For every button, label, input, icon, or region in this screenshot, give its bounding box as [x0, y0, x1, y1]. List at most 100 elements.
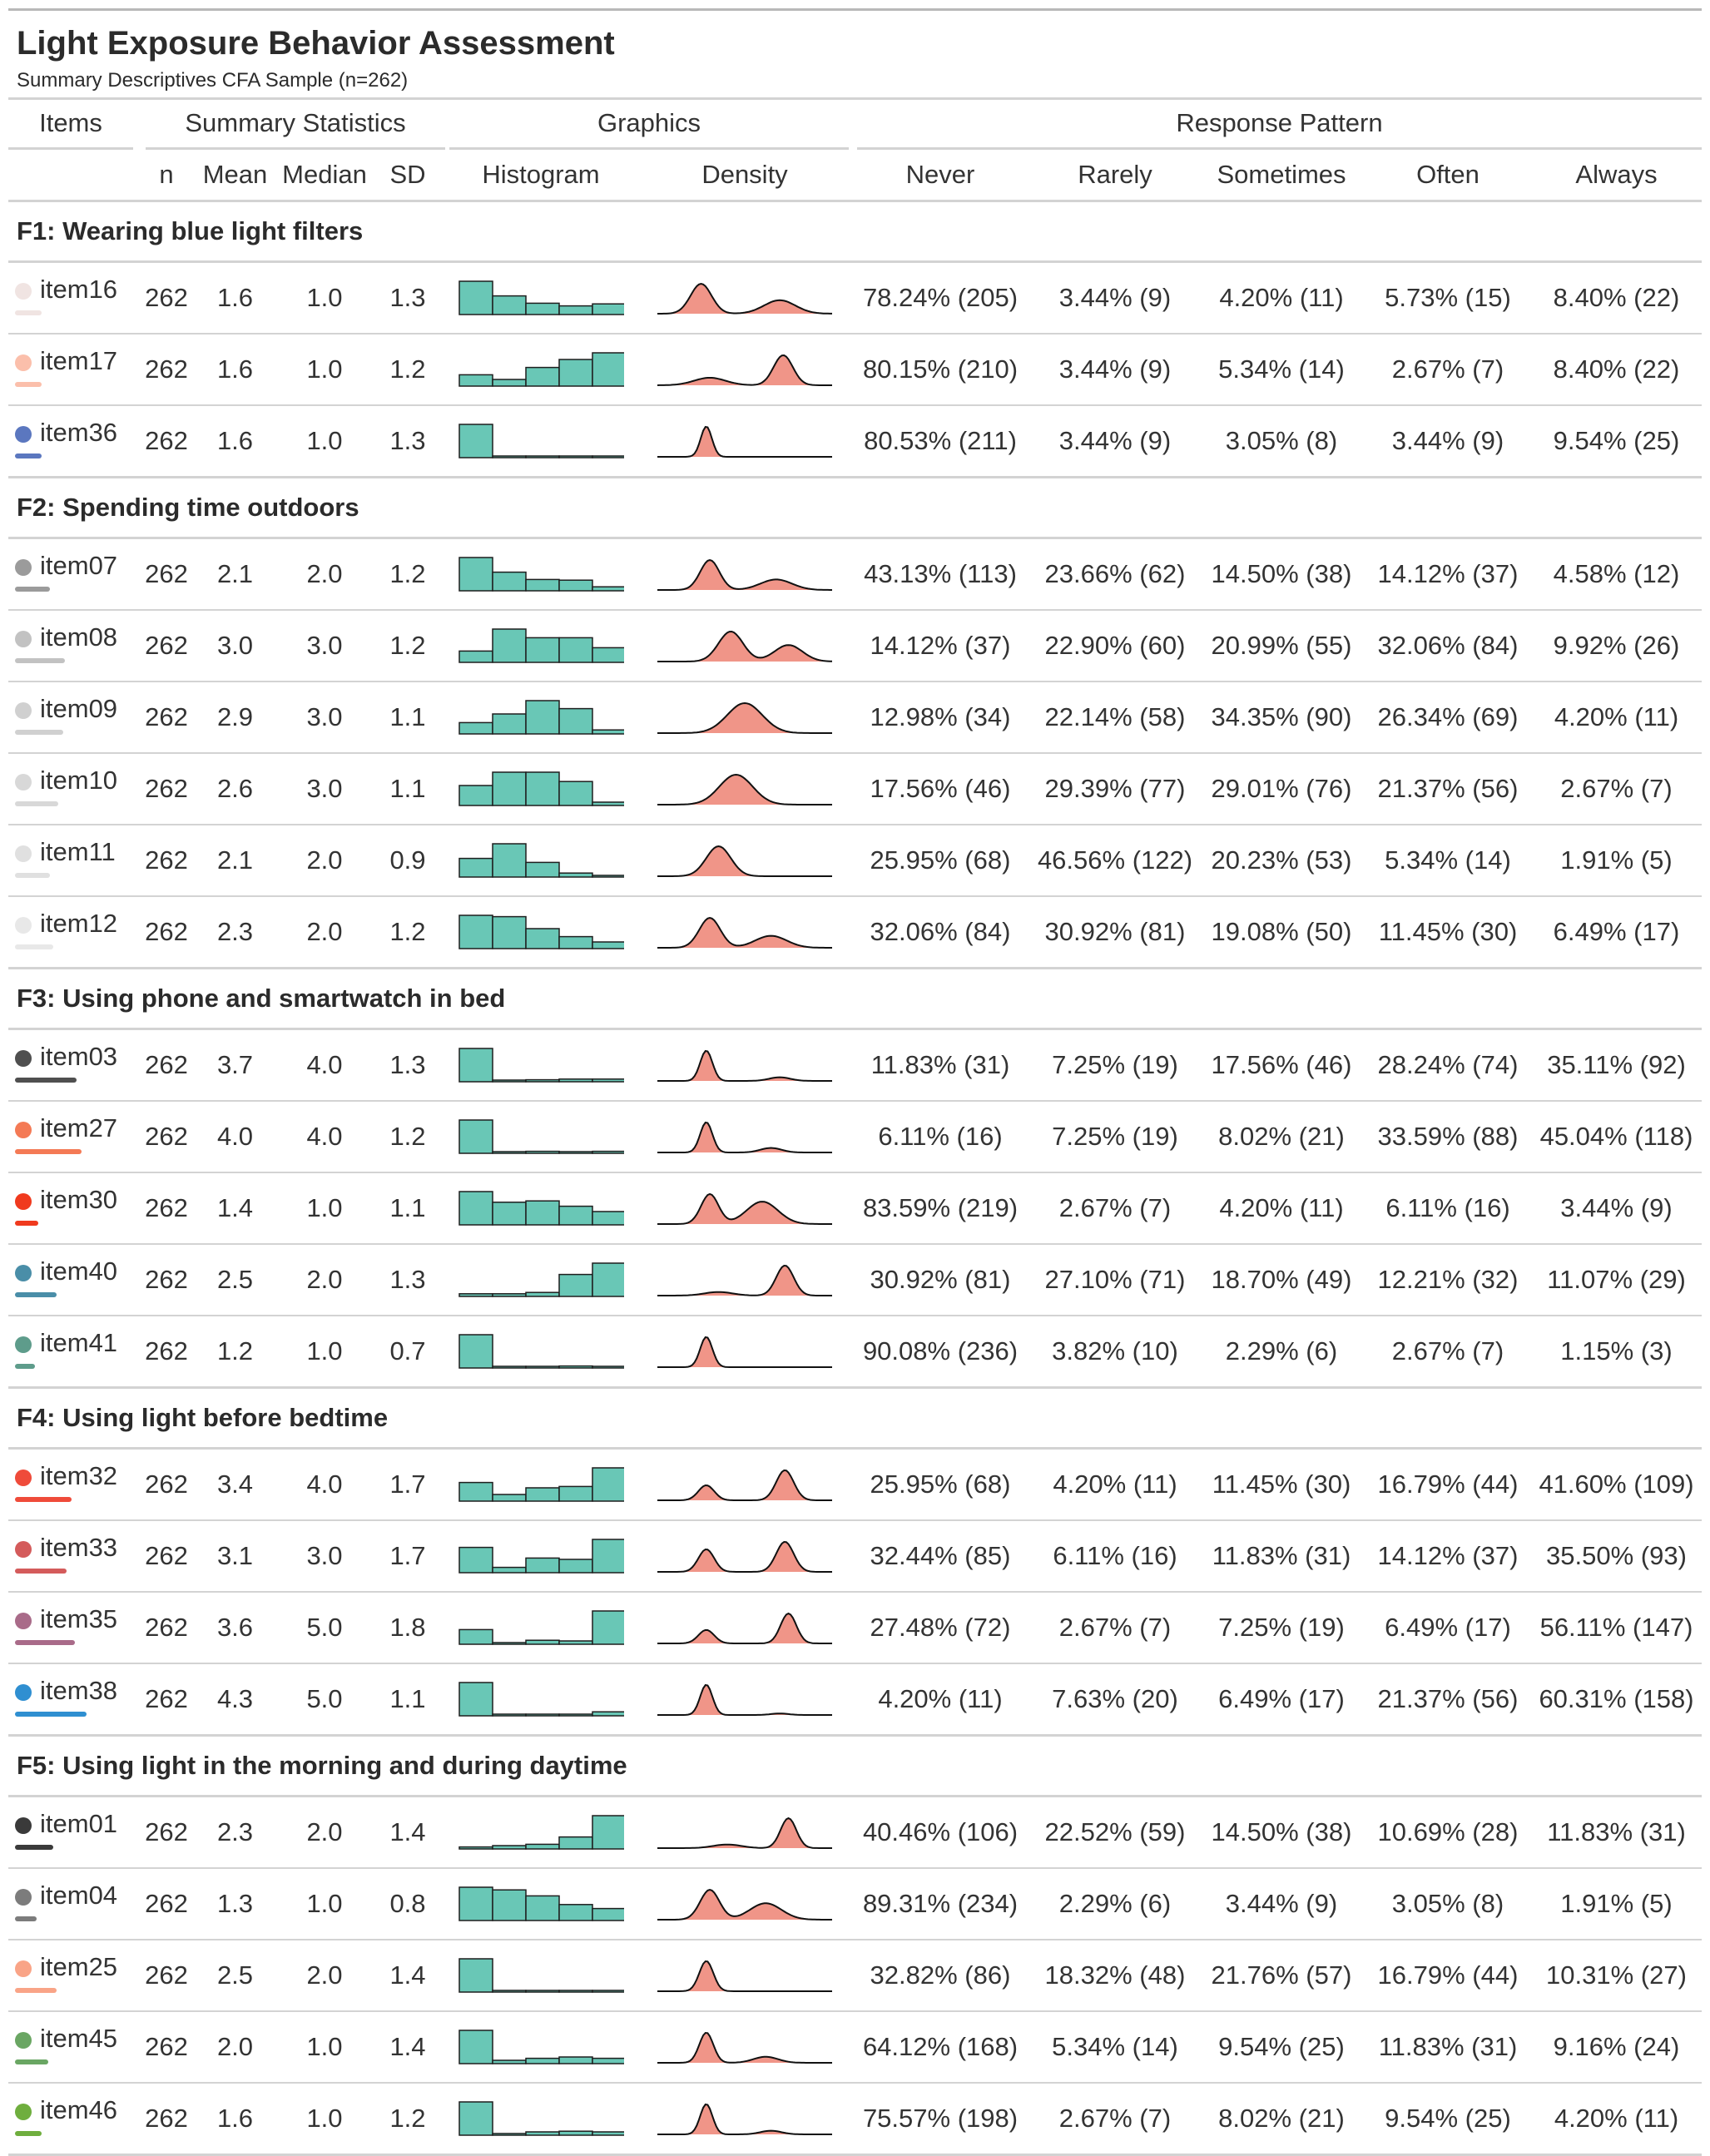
- histogram-bar: [592, 1907, 624, 1921]
- density-cell: [641, 260, 849, 334]
- response-always: 1.91% (5): [1531, 824, 1702, 896]
- item-mean-bar: [15, 1569, 67, 1574]
- histogram-bar: [525, 1895, 560, 1921]
- item-name: item32: [40, 1461, 118, 1490]
- response-rarely: 3.44% (9): [1032, 333, 1198, 405]
- histogram-cell: [441, 1795, 641, 1868]
- histogram-cell: [441, 260, 641, 334]
- col-header-often: Often: [1416, 160, 1480, 189]
- table-row: item27 262 4.0 4.0 1.2 6.11% (16) 7.25% (19) 8.…: [8, 1100, 1702, 1172]
- histogram-bar: [592, 1990, 624, 1993]
- histogram-bar: [592, 1467, 624, 1502]
- stat-n: 262: [137, 2082, 196, 2156]
- item-color-dot: [15, 917, 32, 934]
- histogram-chart: [458, 843, 624, 878]
- histogram-cell: [441, 2082, 641, 2156]
- histogram-chart: [458, 1191, 624, 1226]
- histogram-bar: [558, 1990, 593, 1993]
- density-line: [657, 1816, 832, 1849]
- density-area: [657, 1542, 832, 1572]
- stat-n: 262: [137, 609, 196, 681]
- density-area: [657, 1685, 832, 1715]
- response-never: 75.57% (198): [849, 2082, 1032, 2156]
- response-never: 80.53% (211): [849, 404, 1032, 478]
- density-line: [657, 916, 832, 949]
- response-often: 2.67% (7): [1365, 1315, 1531, 1388]
- stat-sd: 1.2: [374, 333, 441, 405]
- histogram-bar: [458, 650, 493, 663]
- response-often: 14.12% (37): [1365, 1519, 1531, 1592]
- histogram-bar: [458, 1628, 493, 1645]
- stat-sd: 1.3: [374, 404, 441, 478]
- table-row: item33 262 3.1 3.0 1.7 32.44% (85) 6.11% (16) 1…: [8, 1519, 1702, 1592]
- item-name: item38: [40, 1676, 118, 1705]
- response-rarely: 7.25% (19): [1032, 1028, 1198, 1101]
- spanner-response: Response Pattern: [1176, 108, 1383, 137]
- item-name: item27: [40, 1113, 118, 1142]
- histogram-bar: [458, 1682, 493, 1717]
- density-line: [657, 425, 832, 458]
- density-cell: [641, 1519, 849, 1592]
- density-chart: [657, 1192, 832, 1225]
- histogram-bar: [525, 1713, 560, 1717]
- density-chart: [657, 354, 832, 386]
- stat-n: 262: [137, 824, 196, 896]
- density-cell: [641, 333, 849, 405]
- density-cell: [641, 404, 849, 478]
- response-sometimes: 34.35% (90): [1198, 681, 1365, 753]
- response-sometimes: 18.70% (49): [1198, 1243, 1365, 1316]
- response-never: 78.24% (205): [849, 260, 1032, 334]
- histogram-chart: [458, 557, 624, 592]
- item-name: item17: [40, 346, 118, 375]
- col-header-rarely: Rarely: [1078, 160, 1152, 189]
- stat-mean: 4.3: [196, 1663, 275, 1736]
- response-always: 60.31% (158): [1531, 1663, 1702, 1736]
- table-row: item10 262 2.6 3.0 1.1 17.56% (46) 29.39% (77)…: [8, 752, 1702, 825]
- table-row: item32 262 3.4 4.0 1.7 25.95% (68) 4.20% (11) 1…: [8, 1447, 1702, 1520]
- histogram-bar: [525, 1990, 560, 1993]
- histogram-chart: [458, 1467, 624, 1502]
- histogram-cell: [441, 2010, 641, 2083]
- item-label-wrap: item10: [15, 754, 140, 817]
- histogram-bar: [492, 379, 527, 387]
- stat-sd: 0.9: [374, 824, 441, 896]
- histogram-bar: [558, 1151, 593, 1154]
- spanner-graphics-line: [449, 147, 849, 150]
- histogram-chart: [458, 1958, 624, 1993]
- density-chart: [657, 1121, 832, 1153]
- stat-sd: 1.4: [374, 1795, 441, 1868]
- response-rarely: 30.92% (81): [1032, 895, 1198, 969]
- item-name: item10: [40, 766, 118, 795]
- histogram-cell: [441, 752, 641, 825]
- stat-sd: 1.2: [374, 2082, 441, 2156]
- density-cell: [641, 1028, 849, 1101]
- item-cell: item41: [8, 1315, 137, 1388]
- table-row: item08 262 3.0 3.0 1.2 14.12% (37) 22.90% (60)…: [8, 609, 1702, 681]
- histogram-chart: [458, 914, 624, 949]
- stat-mean: 2.0: [196, 2010, 275, 2083]
- response-always: 35.50% (93): [1531, 1519, 1702, 1592]
- table-row: item35 262 3.6 5.0 1.8 27.48% (72) 2.67% (7) 7.…: [8, 1591, 1702, 1663]
- density-chart: [657, 1540, 832, 1573]
- density-cell: [641, 2082, 849, 2156]
- stat-median: 3.0: [275, 752, 374, 825]
- density-chart: [657, 1049, 832, 1082]
- histogram-bar: [458, 1119, 493, 1154]
- density-chart: [657, 630, 832, 662]
- density-line: [657, 1960, 832, 1992]
- item-color-dot: [15, 774, 32, 791]
- response-sometimes: 8.02% (21): [1198, 1100, 1365, 1172]
- histogram-bar: [558, 1713, 593, 1717]
- stat-sd: 1.7: [374, 1519, 441, 1592]
- stat-sd: 1.4: [374, 1939, 441, 2011]
- density-cell: [641, 681, 849, 753]
- spanner-summary: Summary Statistics: [185, 108, 406, 137]
- histogram-chart: [458, 1682, 624, 1717]
- histogram-bar: [592, 586, 624, 592]
- summary-table-container: Light Exposure Behavior Assessment Summa…: [8, 8, 1702, 2156]
- item-cell: item32: [8, 1447, 140, 1520]
- histogram-bar: [525, 2057, 560, 2064]
- item-color-dot: [15, 1470, 32, 1486]
- density-area: [657, 2104, 832, 2134]
- item-label-wrap: item32: [15, 1450, 140, 1513]
